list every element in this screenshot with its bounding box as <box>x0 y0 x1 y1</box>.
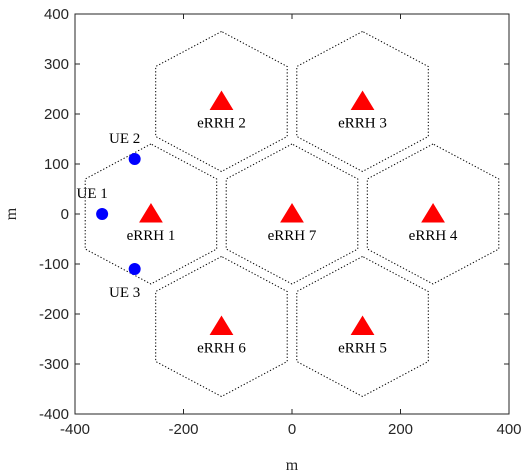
x-axis-label: m <box>286 457 299 474</box>
errh-label-7: eRRH 7 <box>268 228 317 244</box>
x-tick-label: 0 <box>288 421 296 438</box>
y-tick-label: 100 <box>44 156 69 173</box>
y-tick-label: -100 <box>39 256 69 273</box>
y-axis-label: m <box>3 207 20 220</box>
y-tick-label: 200 <box>44 106 69 123</box>
hexagon-cell-1 <box>84 143 218 285</box>
x-tick-label: 200 <box>388 421 413 438</box>
errh-marker-5 <box>350 315 375 335</box>
ue-marker-2 <box>128 153 141 165</box>
errh-label-3: eRRH 3 <box>338 116 387 132</box>
ue-label-1: UE 1 <box>77 186 108 202</box>
errh-marker-4 <box>421 203 445 223</box>
y-tick-label: -400 <box>39 406 69 423</box>
errh-label-4: eRRH 4 <box>409 228 458 244</box>
errh-marker-1 <box>139 203 163 223</box>
hexagon-cells <box>84 30 500 398</box>
x-tick-label: 400 <box>496 421 521 438</box>
ue-label-2: UE 2 <box>109 131 140 147</box>
x-tick-label: -400 <box>60 421 90 438</box>
y-tick-label: 0 <box>61 206 69 223</box>
errh-marker-3 <box>350 90 375 110</box>
hexagon-cell-7 <box>225 143 359 285</box>
hexagon-cell-2 <box>155 30 288 173</box>
errh-label-1: eRRH 1 <box>127 228 176 244</box>
hexagon-cell-4 <box>366 143 500 285</box>
ue-label-3: UE 3 <box>109 285 140 301</box>
errh-marker-7 <box>280 203 304 223</box>
markers: eRRH 1 eRRH 2 eRRH 3 eRRH 4 eRRH 5 eRRH 6 eRRH… <box>77 90 458 357</box>
errh-label-5: eRRH 5 <box>338 341 387 357</box>
y-tick-label: -300 <box>39 356 69 373</box>
hexagon-cell-5 <box>296 255 429 398</box>
x-tick-label: -200 <box>168 421 198 438</box>
hexagon-cell-3 <box>296 30 429 173</box>
y-tick-label: -200 <box>39 306 69 323</box>
axis-ticks: -400 -200 0 200 400 -400 -300 -200 -100 0 100 200 30… <box>39 6 522 438</box>
y-tick-label: 300 <box>44 56 69 73</box>
errh-label-6: eRRH 6 <box>197 341 246 357</box>
errh-marker-2 <box>209 90 234 110</box>
errh-marker-6 <box>209 315 234 335</box>
y-tick-label: 400 <box>44 6 69 23</box>
errh-label-2: eRRH 2 <box>197 116 246 132</box>
ue-marker-3 <box>128 263 141 275</box>
ue-marker-1 <box>96 208 109 220</box>
hexagon-cell-6 <box>155 255 288 398</box>
